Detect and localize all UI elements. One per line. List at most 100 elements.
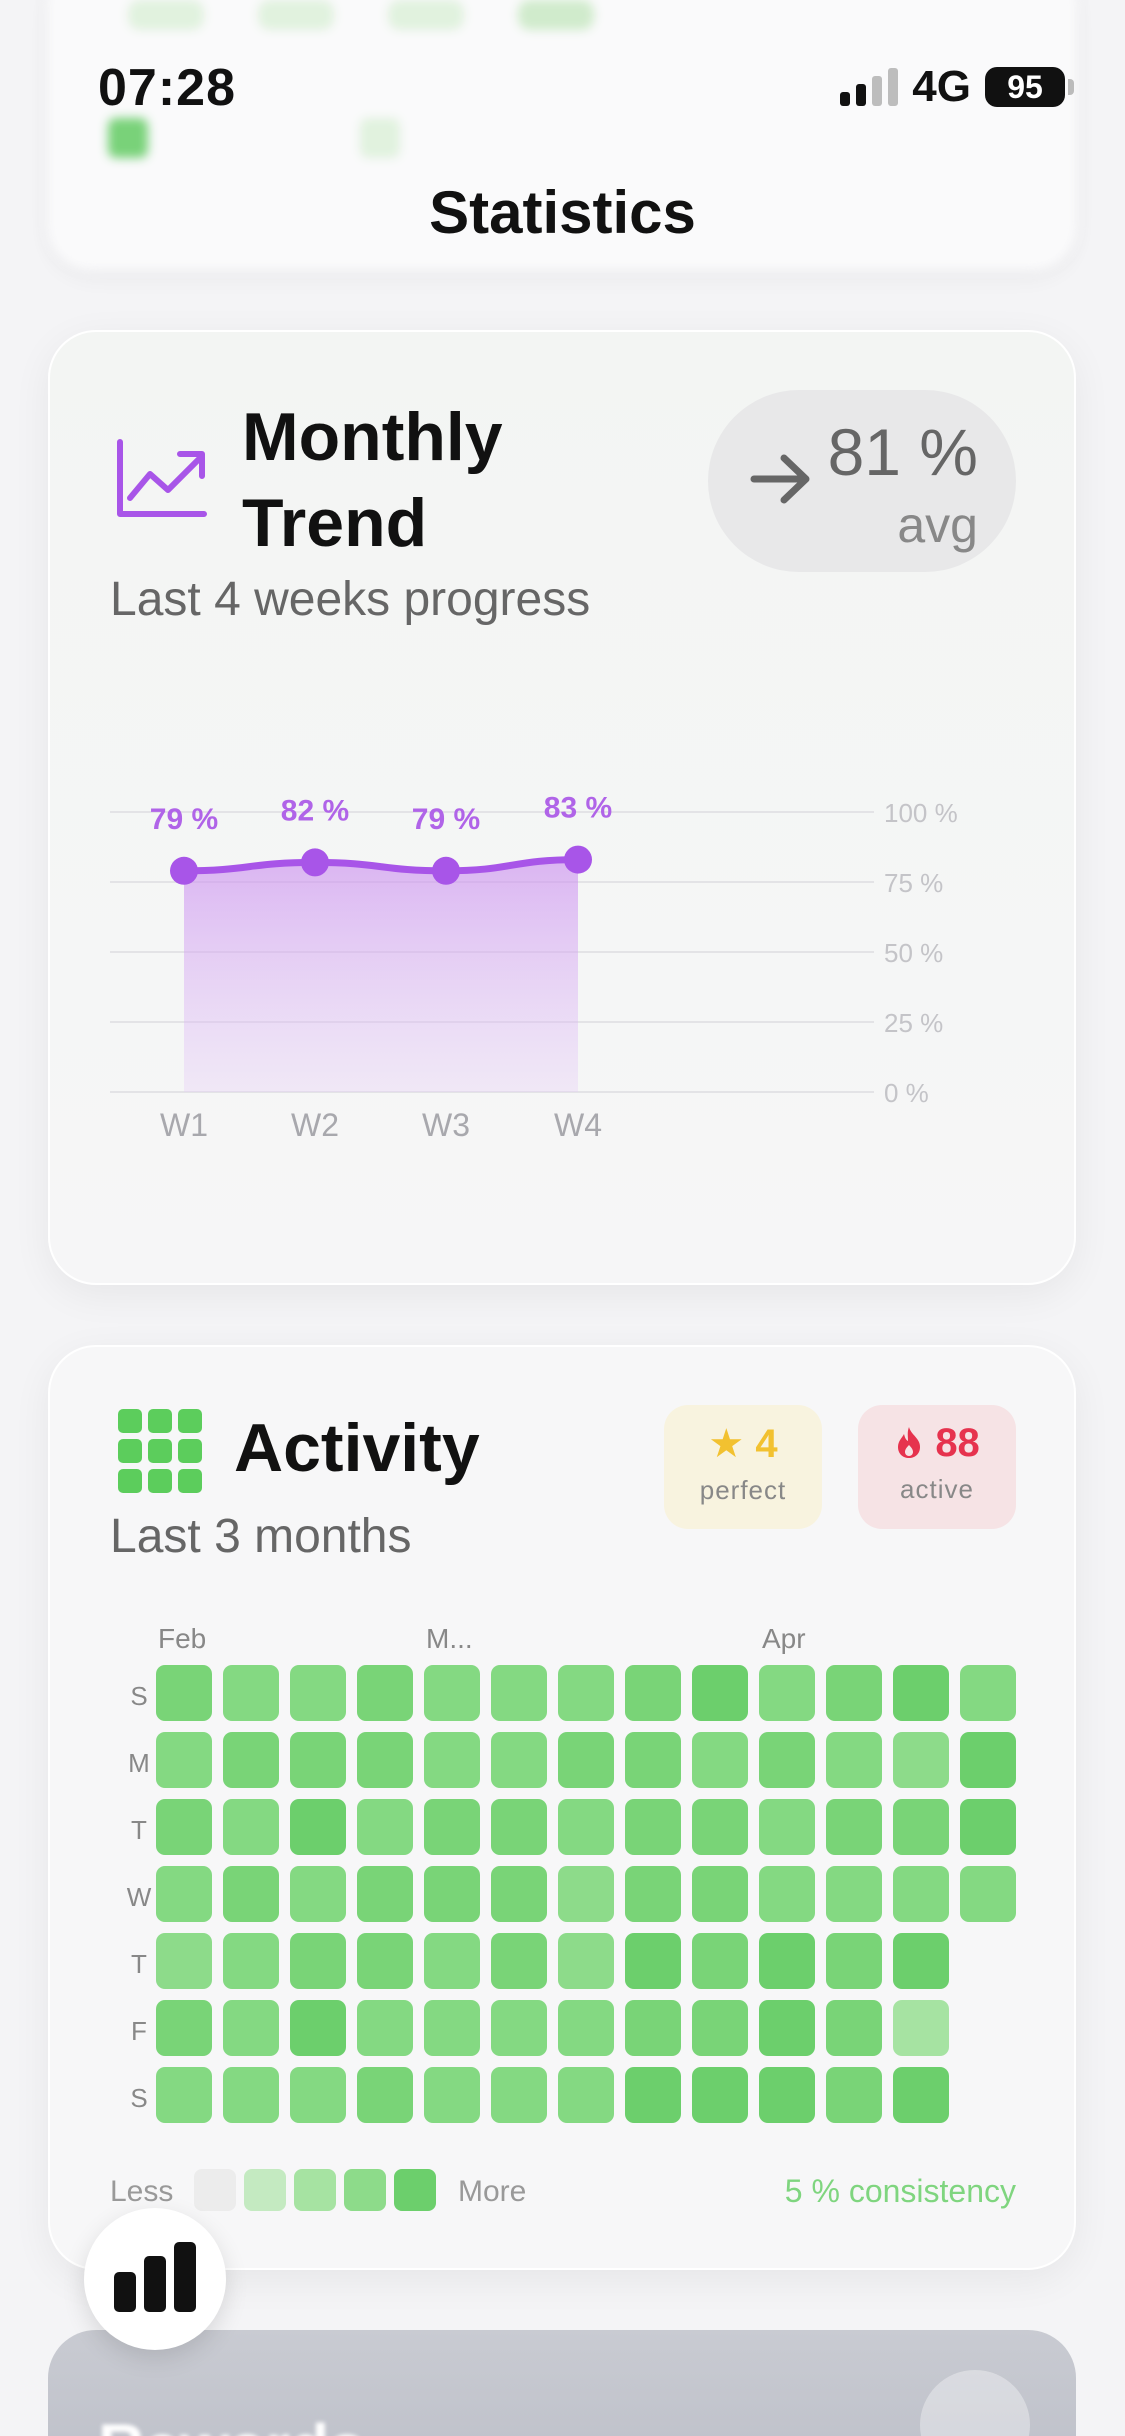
rewards-card[interactable]: Rewards (48, 2330, 1076, 2436)
card-title: Monthly Trend (242, 394, 542, 566)
card-subtitle: Last 4 weeks progress (110, 573, 591, 626)
heatmap-cell[interactable] (625, 2067, 681, 2123)
heatmap-cell[interactable] (692, 2067, 748, 2123)
heatmap-cell[interactable] (893, 1732, 949, 1788)
heatmap-cell[interactable] (357, 1933, 413, 1989)
heatmap-cell[interactable] (357, 2000, 413, 2056)
heatmap-cell[interactable] (558, 1732, 614, 1788)
heatmap-cell[interactable] (692, 1665, 748, 1721)
heatmap-cell[interactable] (759, 1799, 815, 1855)
activity-card[interactable]: Activity Last 3 months ★ 4 perfect 88 ac… (48, 1345, 1076, 2270)
heatmap-cell[interactable] (558, 1933, 614, 1989)
heatmap-cell[interactable] (960, 1732, 1016, 1788)
heatmap-cell[interactable] (625, 1799, 681, 1855)
heatmap-cell[interactable] (156, 1933, 212, 1989)
heatmap-cell[interactable] (491, 1799, 547, 1855)
heatmap-cell[interactable] (558, 1799, 614, 1855)
heatmap-cell[interactable] (156, 1866, 212, 1922)
heatmap-cell[interactable] (290, 1933, 346, 1989)
heatmap-cell[interactable] (759, 1732, 815, 1788)
heatmap-cell[interactable] (290, 1799, 346, 1855)
heatmap-cell[interactable] (424, 1799, 480, 1855)
data-label: 79 % (412, 803, 480, 836)
heatmap-cell[interactable] (625, 1933, 681, 1989)
heatmap-cell[interactable] (692, 1933, 748, 1989)
heatmap-cell[interactable] (290, 1665, 346, 1721)
heatmap-cell[interactable] (826, 1933, 882, 1989)
heatmap-cell[interactable] (424, 2000, 480, 2056)
heatmap-cell[interactable] (759, 2000, 815, 2056)
heatmap-cell[interactable] (357, 1732, 413, 1788)
heatmap-cell[interactable] (156, 2000, 212, 2056)
heatmap-cell[interactable] (692, 2000, 748, 2056)
heatmap-cell[interactable] (290, 2067, 346, 2123)
heatmap-cell[interactable] (223, 1866, 279, 1922)
heatmap-cell[interactable] (692, 1732, 748, 1788)
heatmap-cell[interactable] (558, 2000, 614, 2056)
heatmap-cell[interactable] (558, 1665, 614, 1721)
heatmap-cell[interactable] (491, 2000, 547, 2056)
heatmap-cell[interactable] (826, 1732, 882, 1788)
heatmap-cell[interactable] (491, 1866, 547, 1922)
heatmap-cell[interactable] (692, 1799, 748, 1855)
heatmap-cell[interactable] (223, 1732, 279, 1788)
heatmap-cell[interactable] (759, 1933, 815, 1989)
heatmap-cell[interactable] (156, 1732, 212, 1788)
heatmap-cell[interactable] (558, 2067, 614, 2123)
heatmap-cell[interactable] (826, 2067, 882, 2123)
heatmap-cell[interactable] (290, 2000, 346, 2056)
heatmap-cell[interactable] (156, 2067, 212, 2123)
heatmap-cell[interactable] (424, 2067, 480, 2123)
heatmap-cell[interactable] (893, 2000, 949, 2056)
heatmap-cell[interactable] (625, 2000, 681, 2056)
heatmap-cell[interactable] (223, 1933, 279, 1989)
legend-swatch-3 (344, 2169, 386, 2211)
heatmap-cell[interactable] (692, 1866, 748, 1922)
heatmap-cell[interactable] (893, 1799, 949, 1855)
heatmap-cell[interactable] (223, 2000, 279, 2056)
heatmap-cell[interactable] (491, 2067, 547, 2123)
heatmap-cell[interactable] (826, 1799, 882, 1855)
monthly-trend-card[interactable]: Monthly Trend Last 4 weeks progress 81 %… (48, 330, 1076, 1285)
day-label: T (131, 1949, 147, 1979)
heatmap-cell[interactable] (960, 1665, 1016, 1721)
heatmap-cell[interactable] (960, 1799, 1016, 1855)
stats-tab-button[interactable] (84, 2208, 226, 2350)
heatmap-cell[interactable] (893, 1866, 949, 1922)
heatmap-cell[interactable] (893, 1933, 949, 1989)
heatmap-cell[interactable] (893, 2067, 949, 2123)
heatmap-cell[interactable] (290, 1732, 346, 1788)
heatmap-cell[interactable] (424, 1866, 480, 1922)
heatmap-cell[interactable] (625, 1866, 681, 1922)
previous-card-blurred (48, 0, 1076, 270)
heatmap-cell[interactable] (625, 1732, 681, 1788)
heatmap-cell[interactable] (156, 1799, 212, 1855)
ghost-legend-swatch (108, 118, 148, 158)
heatmap-cell[interactable] (424, 1933, 480, 1989)
month-label-1: Feb (158, 1623, 207, 1654)
heatmap-cell[interactable] (491, 1732, 547, 1788)
heatmap-cell[interactable] (223, 2067, 279, 2123)
heatmap-cell[interactable] (223, 1799, 279, 1855)
heatmap-cell[interactable] (893, 1665, 949, 1721)
heatmap-cell[interactable] (491, 1665, 547, 1721)
heatmap-cell[interactable] (826, 1665, 882, 1721)
heatmap-cell[interactable] (223, 1665, 279, 1721)
heatmap-cell[interactable] (357, 2067, 413, 2123)
heatmap-cell[interactable] (424, 1732, 480, 1788)
heatmap-cell[interactable] (625, 1665, 681, 1721)
heatmap-cell[interactable] (759, 2067, 815, 2123)
heatmap-cell[interactable] (491, 1933, 547, 1989)
heatmap-cell[interactable] (424, 1665, 480, 1721)
heatmap-cell[interactable] (759, 1866, 815, 1922)
heatmap-cell[interactable] (357, 1665, 413, 1721)
heatmap-cell[interactable] (156, 1665, 212, 1721)
heatmap-cell[interactable] (960, 1866, 1016, 1922)
heatmap-cell[interactable] (826, 2000, 882, 2056)
heatmap-cell[interactable] (759, 1665, 815, 1721)
heatmap-cell[interactable] (357, 1866, 413, 1922)
heatmap-cell[interactable] (558, 1866, 614, 1922)
heatmap-cell[interactable] (357, 1799, 413, 1855)
heatmap-cell[interactable] (290, 1866, 346, 1922)
heatmap-cell[interactable] (826, 1866, 882, 1922)
